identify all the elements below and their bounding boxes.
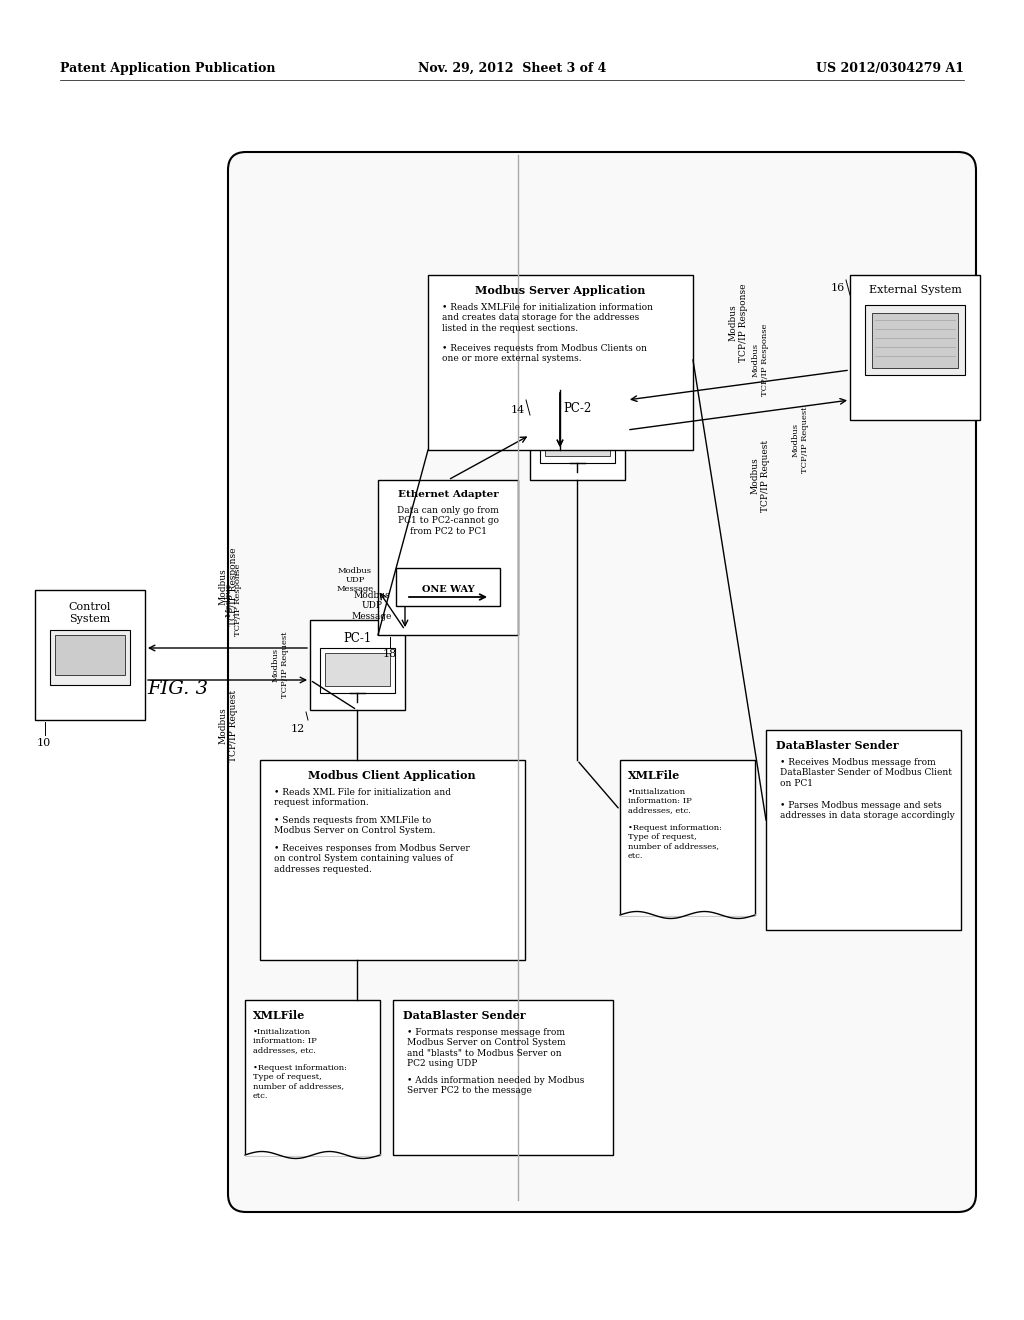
Text: •Initialization
information: IP
addresses, etc.: •Initialization information: IP addresse… [628, 788, 692, 814]
Bar [245, 1001, 380, 1155]
Text: Modbus
TCP/IP Response: Modbus TCP/IP Response [752, 323, 769, 396]
Text: System: System [70, 614, 111, 624]
Bar [50, 630, 130, 685]
Text: • Reads XMLFile for initialization information
and creates data storage for the : • Reads XMLFile for initialization infor… [442, 304, 653, 333]
Text: XMLFile: XMLFile [628, 770, 680, 781]
Bar [55, 635, 125, 675]
Text: • Receives responses from Modbus Server
on control System containing values of
a: • Receives responses from Modbus Server … [274, 843, 470, 874]
Bar [545, 422, 610, 455]
FancyBboxPatch shape [228, 152, 976, 1212]
Text: 14: 14 [511, 405, 525, 414]
Text: • Receives Modbus message from
DataBlaster Sender of Modbus Client
on PC1: • Receives Modbus message from DataBlast… [780, 758, 952, 788]
Text: •Request information:
Type of request,
number of addresses,
etc.: •Request information: Type of request, n… [253, 1064, 347, 1100]
Text: FIG. 3: FIG. 3 [147, 680, 208, 698]
Bar [325, 653, 390, 686]
Bar [396, 568, 500, 606]
Bar [35, 590, 145, 719]
Text: • Receives requests from Modbus Clients on
one or more external systems.: • Receives requests from Modbus Clients … [442, 345, 647, 363]
Bar [850, 275, 980, 420]
Text: Modbus
TCP/IP Response: Modbus TCP/IP Response [224, 564, 242, 636]
Bar [393, 1001, 613, 1155]
Text: 16: 16 [830, 282, 845, 293]
Text: US 2012/0304279 A1: US 2012/0304279 A1 [816, 62, 964, 75]
Text: Modbus Server Application: Modbus Server Application [475, 285, 645, 296]
Text: 10: 10 [37, 738, 51, 748]
Text: PC-2: PC-2 [563, 403, 591, 414]
Text: Modbus
TCP/IP Response: Modbus TCP/IP Response [728, 284, 748, 362]
Bar [319, 648, 395, 693]
Text: ONE WAY: ONE WAY [422, 585, 474, 594]
Text: 18: 18 [383, 649, 397, 659]
Text: Modbus
TCP/IP Request: Modbus TCP/IP Request [218, 690, 238, 762]
Bar [620, 760, 755, 915]
Bar [540, 418, 615, 463]
Text: XMLFile: XMLFile [253, 1010, 305, 1020]
Text: • Parses Modbus message and sets
addresses in data storage accordingly: • Parses Modbus message and sets address… [780, 801, 954, 821]
Text: Control: Control [69, 602, 112, 612]
Text: • Sends requests from XMLFile to
Modbus Server on Control System.: • Sends requests from XMLFile to Modbus … [274, 816, 435, 836]
Text: Ethernet Adapter: Ethernet Adapter [397, 490, 499, 499]
Bar [530, 389, 625, 480]
Text: Modbus Client Application: Modbus Client Application [308, 770, 476, 781]
Text: Modbus
TCP/IP Request: Modbus TCP/IP Request [751, 440, 770, 512]
Bar [378, 480, 518, 635]
Text: • Adds information needed by Modbus
Server PC2 to the message: • Adds information needed by Modbus Serv… [407, 1076, 585, 1096]
Bar [865, 305, 965, 375]
Text: DataBlaster Sender: DataBlaster Sender [776, 741, 899, 751]
Text: External System: External System [868, 285, 962, 294]
Text: DataBlaster Sender: DataBlaster Sender [403, 1010, 525, 1020]
Bar [428, 275, 693, 450]
Bar [766, 730, 961, 931]
Text: 12: 12 [291, 723, 305, 734]
Bar [260, 760, 525, 960]
Text: Patent Application Publication: Patent Application Publication [60, 62, 275, 75]
Text: Modbus
TCP/IP Request: Modbus TCP/IP Request [271, 632, 289, 698]
Text: Modbus
UDP
Message: Modbus UDP Message [337, 566, 374, 593]
Text: PC-1: PC-1 [343, 632, 371, 645]
Text: Data can only go from
PC1 to PC2-cannot go
from PC2 to PC1: Data can only go from PC1 to PC2-cannot … [397, 506, 499, 536]
Bar [310, 620, 406, 710]
Text: • Reads XML File for initialization and
request information.: • Reads XML File for initialization and … [274, 788, 451, 808]
Bar [872, 313, 958, 368]
Text: •Initialization
information: IP
addresses, etc.: •Initialization information: IP addresse… [253, 1028, 316, 1055]
Text: Modbus
TCP/IP Request: Modbus TCP/IP Request [792, 407, 809, 474]
Text: •Request information:
Type of request,
number of addresses,
etc.: •Request information: Type of request, n… [628, 824, 722, 859]
Text: Modbus
UDP
Message: Modbus UDP Message [352, 591, 392, 620]
Text: Modbus
TCP/IP Response: Modbus TCP/IP Response [218, 548, 238, 626]
Text: • Formats response message from
Modbus Server on Control System
and "blasts" to : • Formats response message from Modbus S… [407, 1028, 565, 1068]
Text: Nov. 29, 2012  Sheet 3 of 4: Nov. 29, 2012 Sheet 3 of 4 [418, 62, 606, 75]
